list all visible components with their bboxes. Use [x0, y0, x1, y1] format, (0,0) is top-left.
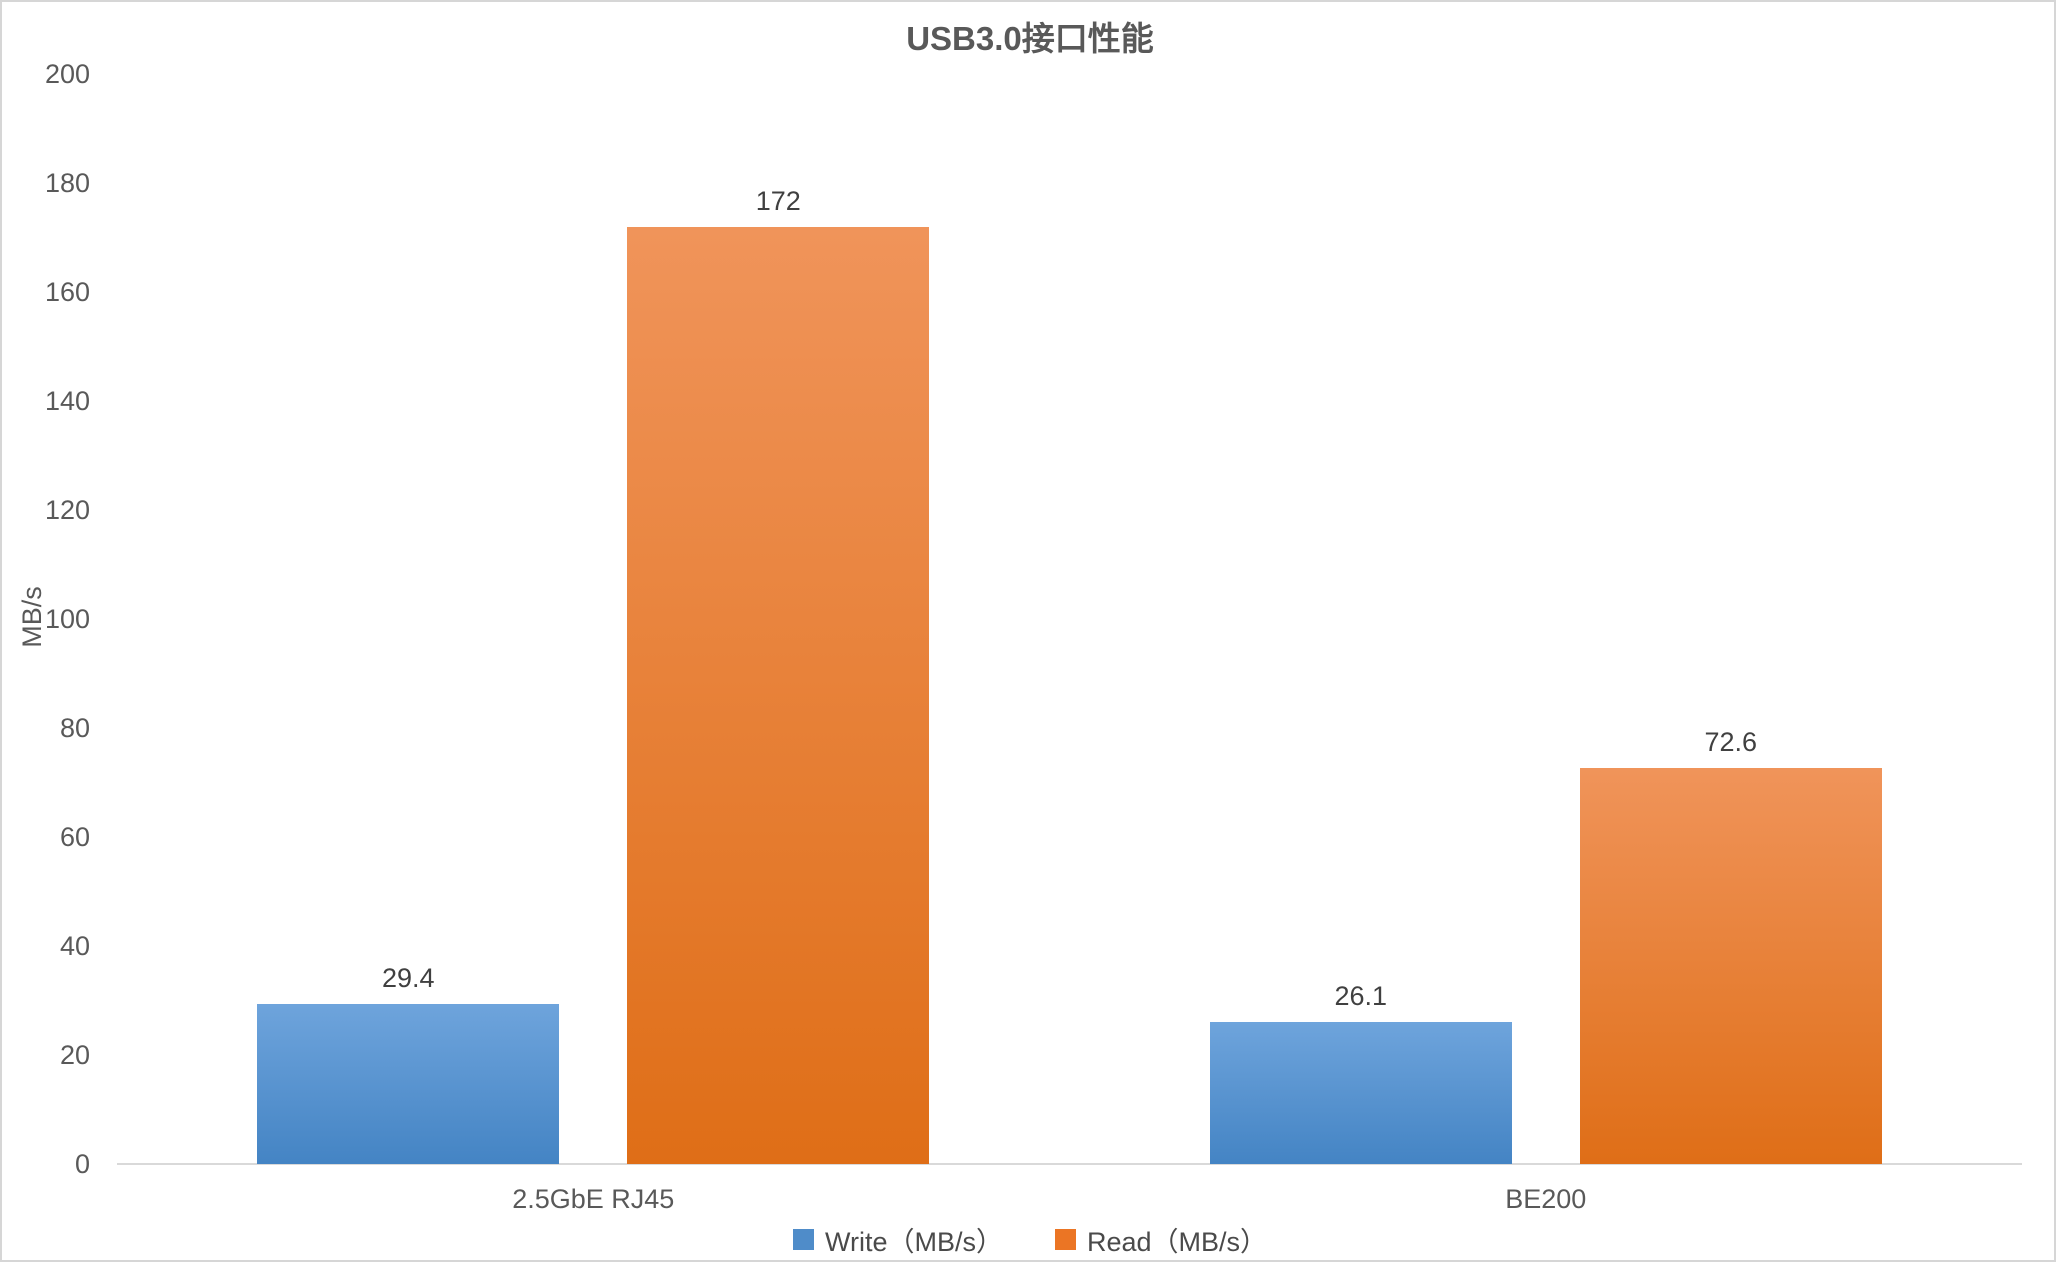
- legend-label-write: Write（MB/s）: [824, 1227, 1003, 1257]
- legend-item-read: Read（MB/s）: [1054, 1220, 1268, 1259]
- bar-value-label-read-2: 72.6: [1704, 727, 1758, 758]
- x-axis-line: [117, 1163, 2022, 1165]
- y-tick-label: 140: [44, 386, 90, 416]
- x-category-label-1: 2.5GbE RJ45: [512, 1184, 675, 1214]
- y-tick-label: 20: [59, 1040, 90, 1070]
- bar-value-label-read-1: 172: [755, 185, 801, 216]
- y-tick-label: 120: [44, 495, 90, 525]
- legend: Write（MB/s） Read（MB/s）: [2, 1220, 2054, 1259]
- bar-value-label-write-2: 26.1: [1334, 980, 1388, 1011]
- bar-value-label-write-1: 29.4: [381, 962, 435, 993]
- y-tick-label: 100: [44, 604, 90, 634]
- y-tick-label: 80: [59, 713, 90, 743]
- x-category-label-2: BE200: [1505, 1184, 1587, 1214]
- legend-swatch-read: [1054, 1229, 1076, 1250]
- bar-read-2: [1579, 768, 1882, 1164]
- y-tick-label: 200: [44, 59, 90, 89]
- bar-read-1: [627, 226, 930, 1164]
- legend-label-read: Read（MB/s）: [1086, 1227, 1268, 1257]
- bar-write-2: [1209, 1021, 1512, 1164]
- y-tick-label: 0: [74, 1149, 90, 1179]
- y-tick-label: 180: [44, 168, 90, 198]
- y-tick-label: 40: [59, 931, 90, 961]
- legend-item-write: Write（MB/s）: [792, 1220, 1003, 1259]
- chart-title: USB3.0接口性能: [906, 20, 1154, 57]
- y-tick-label: 60: [59, 822, 90, 852]
- y-tick-label: 160: [44, 277, 90, 307]
- bar-write-1: [257, 1003, 560, 1164]
- legend-swatch-write: [792, 1229, 814, 1250]
